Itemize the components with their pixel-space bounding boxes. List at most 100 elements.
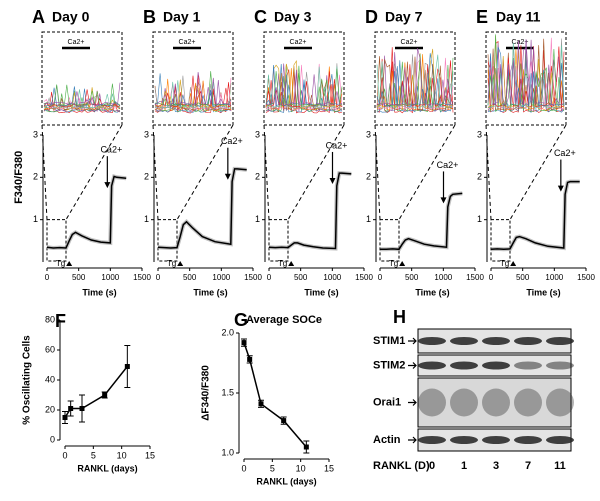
blot-axis-label: RANKL (D) <box>373 460 430 472</box>
x-tick-label: 0 <box>378 273 383 282</box>
blot-band <box>514 337 542 345</box>
inset-box <box>152 31 234 126</box>
inset-label: Ca2+ <box>179 39 196 46</box>
x-tick-label: 1000 <box>101 273 119 282</box>
inset-label: Ca2+ <box>68 39 85 46</box>
inset-trace <box>154 75 232 108</box>
x-tick-label: 1500 <box>244 273 262 282</box>
blot-band <box>418 388 446 417</box>
inset-trace <box>487 35 565 108</box>
blot-row-label: Orai1 <box>373 396 401 408</box>
blot-band <box>514 388 542 417</box>
inset-trace <box>43 88 121 113</box>
inset-trace <box>43 86 121 107</box>
y-tick-label: 3 <box>33 129 38 139</box>
zoom-line <box>398 124 456 220</box>
x-tick-label: 1500 <box>466 273 484 282</box>
inset-box <box>374 31 456 126</box>
tg-marker <box>288 261 295 266</box>
x-tick-label: 15 <box>324 463 334 473</box>
x-tick-label: 1000 <box>212 273 230 282</box>
inset-trace <box>376 58 454 114</box>
y-tick-label: 2 <box>255 172 260 182</box>
lane-label: 11 <box>554 460 566 472</box>
blot-band <box>450 337 478 345</box>
blot-band <box>546 361 574 370</box>
ca-label: Ca2+ <box>221 136 243 146</box>
y-axis-label: F340/F380 <box>13 151 25 204</box>
y-tick-label: 1 <box>477 214 482 224</box>
line <box>243 342 307 448</box>
lane-label: 3 <box>493 460 499 472</box>
zoom-line <box>509 124 567 220</box>
blot-arrow <box>408 436 417 444</box>
trace <box>490 180 580 251</box>
panel-title: Day 7 <box>385 9 423 25</box>
panel-letter: D <box>365 7 378 27</box>
y-tick-label: 3 <box>366 129 371 139</box>
blot-band <box>482 361 510 370</box>
blot-band <box>450 361 478 370</box>
tg-label: Tg <box>500 259 509 268</box>
inset-box <box>485 31 567 126</box>
x-tick-label: 1500 <box>133 273 151 282</box>
x-tick-label: 10 <box>296 463 306 473</box>
tg-marker <box>66 261 73 266</box>
point <box>281 418 287 424</box>
x-axis-label: Time (s) <box>415 287 449 297</box>
blot-row-label: STIM2 <box>373 359 405 371</box>
inset-label: Ca2+ <box>512 39 529 46</box>
blot-band <box>418 361 446 370</box>
y-tick-label: 1.5 <box>221 387 234 397</box>
zoom-box <box>157 219 178 262</box>
inset-trace <box>487 38 565 111</box>
y-tick-label: 0 <box>50 434 55 444</box>
x-axis-label: RANKL (days) <box>256 476 316 486</box>
point <box>241 340 247 346</box>
inset-trace <box>265 68 343 107</box>
panel-title: Day 3 <box>274 9 312 25</box>
inset-trace <box>265 64 343 109</box>
y-tick-label: 1 <box>144 214 149 224</box>
inset-trace <box>43 89 121 109</box>
trace <box>46 175 127 249</box>
x-tick-label: 0 <box>267 273 272 282</box>
point <box>247 356 253 362</box>
inset-trace <box>265 63 343 111</box>
x-tick-label: 1500 <box>577 273 595 282</box>
inset-box <box>41 31 123 126</box>
y-axis-label: % Oscillating Cells <box>22 335 33 425</box>
y-tick-label: 1 <box>33 214 38 224</box>
point <box>303 444 309 450</box>
x-tick-label: 500 <box>516 273 530 282</box>
ca-label: Ca2+ <box>100 145 122 155</box>
y-tick-label: 3 <box>144 129 149 139</box>
x-tick-label: 0 <box>62 450 67 460</box>
x-tick-label: 1000 <box>323 273 341 282</box>
inset-trace <box>376 48 454 106</box>
blot-band <box>450 388 478 417</box>
x-tick-label: 5 <box>270 463 275 473</box>
point <box>79 406 85 411</box>
y-tick-label: 2.0 <box>221 327 234 337</box>
zoom-line <box>176 124 234 220</box>
blot-band <box>418 436 446 444</box>
y-tick-label: 3 <box>477 129 482 139</box>
inset-trace <box>43 82 121 106</box>
blot-row-label: Actin <box>373 434 401 446</box>
tg-label: Tg <box>389 259 398 268</box>
inset-box <box>263 31 345 126</box>
tg-label: Tg <box>56 259 65 268</box>
blot-band <box>514 436 542 444</box>
y-tick-label: 80 <box>45 314 55 324</box>
zoom-box <box>490 219 511 262</box>
blot-band <box>482 436 510 444</box>
trace <box>380 192 463 251</box>
y-tick-label: 2 <box>366 172 371 182</box>
panel-title: Average SOCe <box>246 314 322 326</box>
y-tick-label: 3 <box>255 129 260 139</box>
blot-band <box>546 388 574 417</box>
inset-trace <box>376 54 454 111</box>
y-tick-label: 60 <box>45 344 55 354</box>
inset-label: Ca2+ <box>401 39 418 46</box>
